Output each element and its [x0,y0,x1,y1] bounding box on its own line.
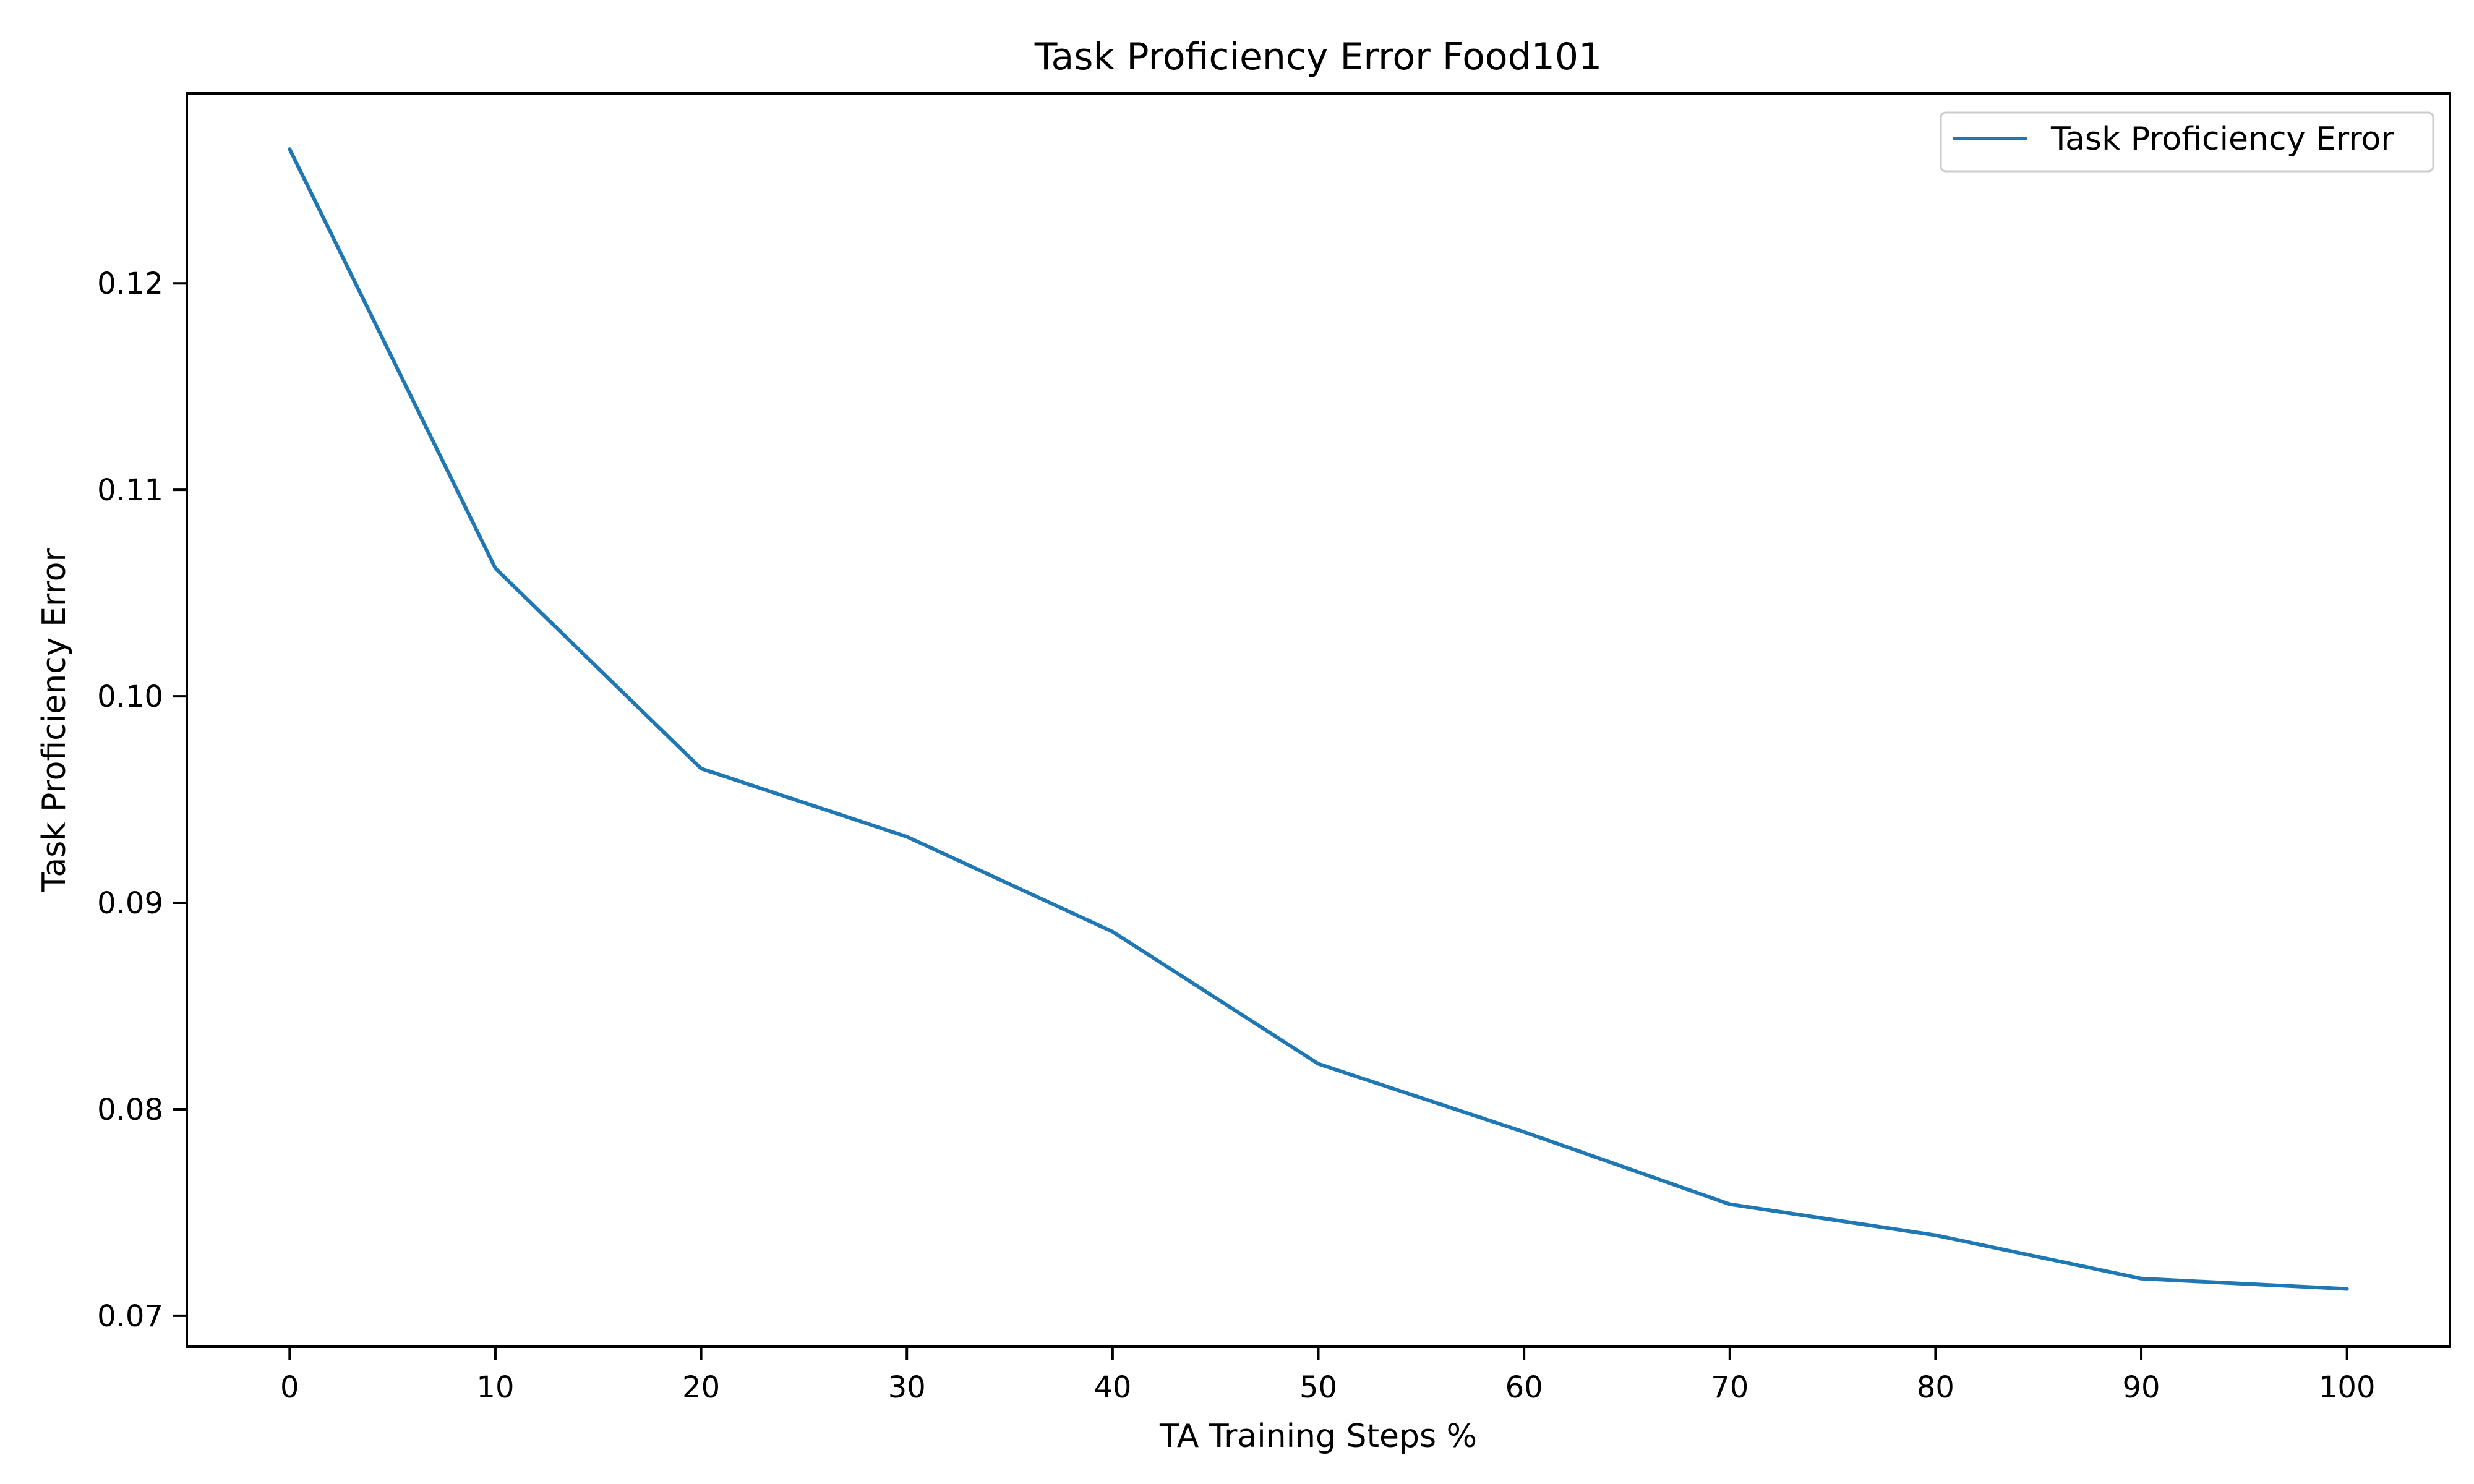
y-axis-ticks: 0.07 0.08 0.09 0.10 0.11 0.12 [97,267,187,1334]
x-tick-label: 100 [2319,1370,2376,1405]
y-tick-label: 0.07 [97,1299,163,1334]
x-tick-label: 30 [888,1370,926,1405]
y-tick-label: 0.09 [97,886,163,921]
x-axis-label: TA Training Steps % [1159,1418,1477,1455]
x-tick-label: 60 [1505,1370,1543,1405]
x-tick-label: 20 [682,1370,720,1405]
x-axis-ticks: 0 10 20 30 40 50 60 70 80 90 100 [280,1347,2375,1405]
x-tick-label: 0 [280,1370,299,1405]
y-axis-label: Task Proficiency Error [36,548,73,892]
data-point [1729,1204,1730,1205]
plot-frame [186,92,2451,1348]
y-tick-label: 0.10 [97,680,163,714]
y-tick-label: 0.11 [97,473,163,508]
x-tick-label: 70 [1711,1370,1748,1405]
y-axis-label-group: Task Proficiency Error [36,548,73,892]
x-tick-label: 10 [476,1370,514,1405]
y-tick-label: 0.12 [97,267,163,301]
x-tick-label: 90 [2123,1370,2160,1405]
y-tick-label: 0.08 [97,1093,163,1127]
x-tick-label: 80 [1917,1370,1954,1405]
chart-title: Task Proficiency Error Food101 [1034,35,1602,79]
legend: Task Proficiency Error [1940,111,2434,173]
x-tick-label: 50 [1299,1370,1337,1405]
data-point [1112,931,1113,932]
series-layer [288,147,2349,1291]
legend-box [1940,111,2434,173]
x-tick-label: 40 [1094,1370,1131,1405]
series-line-0 [288,147,2349,1291]
legend-label: Task Proficiency Error [2050,121,2394,158]
data-point [2141,1278,2142,1279]
data-point [289,149,290,150]
